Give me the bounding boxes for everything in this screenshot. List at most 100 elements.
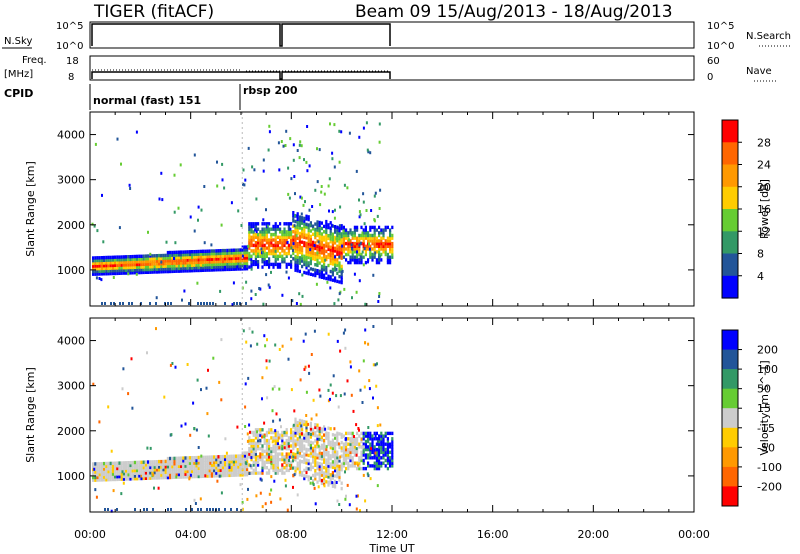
data-cell	[331, 248, 334, 253]
scatter-cell	[287, 442, 290, 446]
fringe-cell	[209, 302, 211, 305]
data-cell	[334, 463, 337, 467]
data-cell	[340, 435, 343, 439]
data-cell	[186, 269, 189, 273]
data-cell	[202, 265, 205, 270]
scatter-cell	[253, 168, 256, 172]
data-cell	[217, 268, 220, 272]
scatter-cell	[299, 195, 302, 199]
data-cell	[160, 476, 163, 480]
data-cell	[279, 227, 282, 231]
data-cell	[272, 460, 275, 464]
data-cell	[351, 258, 354, 262]
data-cell	[276, 444, 279, 448]
data-cell	[353, 228, 356, 232]
scatter-cell	[338, 503, 341, 506]
data-cell	[323, 230, 326, 234]
data-cell	[215, 471, 218, 475]
scatter-cell	[284, 144, 287, 147]
data-cell	[283, 238, 286, 242]
data-cell	[371, 225, 374, 230]
data-cell	[197, 255, 200, 259]
data-cell	[373, 252, 376, 257]
data-cell	[314, 257, 317, 261]
data-cell	[369, 233, 372, 238]
data-cell	[298, 464, 301, 469]
scatter-cell	[315, 282, 318, 286]
data-cell	[364, 431, 367, 436]
data-cell	[367, 447, 370, 452]
data-cell	[263, 438, 266, 443]
data-cell	[296, 461, 299, 465]
data-cell	[175, 256, 178, 260]
nsky-tick-bottom: 10^0	[56, 41, 83, 52]
data-cell	[320, 226, 323, 231]
data-cell	[338, 470, 341, 474]
data-cell	[318, 220, 321, 225]
data-cell	[342, 231, 345, 235]
data-cell	[389, 260, 392, 265]
data-cell	[127, 263, 130, 267]
data-cell	[334, 265, 337, 269]
data-cell	[309, 267, 312, 271]
data-cell	[285, 222, 288, 226]
data-cell	[301, 438, 304, 442]
data-cell	[127, 257, 130, 262]
data-cell	[281, 441, 284, 445]
data-cell	[197, 472, 200, 476]
data-cell	[329, 226, 332, 230]
scatter-cell	[304, 365, 307, 369]
scatter-cell	[280, 140, 283, 143]
data-cell	[169, 475, 172, 480]
freq-trace	[91, 71, 391, 80]
fringe-cell	[155, 302, 157, 305]
data-cell	[122, 266, 125, 270]
data-cell	[325, 447, 328, 451]
data-cell	[384, 228, 387, 232]
data-cell	[235, 465, 238, 469]
scatter-cell	[193, 229, 196, 233]
data-cell	[252, 230, 255, 234]
scatter-cell	[358, 428, 360, 432]
data-cell	[235, 454, 238, 458]
data-cell	[325, 257, 328, 262]
scatter-cell	[265, 230, 268, 234]
colorbar-segment	[722, 330, 738, 351]
data-cell	[362, 450, 365, 454]
scatter-cell	[359, 509, 361, 513]
scatter-cell	[260, 247, 263, 251]
data-cell	[149, 465, 152, 470]
data-cell	[391, 255, 394, 259]
nsky-strip: N.Sky 10^5 10^0 10^5 10^0 N.Search	[2, 21, 791, 52]
data-cell	[265, 227, 268, 231]
data-cell	[353, 258, 356, 262]
data-cell	[384, 250, 387, 254]
data-cell	[334, 276, 337, 280]
data-cell	[122, 472, 125, 476]
data-cell	[331, 278, 334, 282]
data-cell	[309, 465, 312, 469]
data-cell	[268, 241, 271, 245]
data-cell	[336, 431, 339, 435]
scatter-cell	[268, 359, 271, 363]
data-cell	[199, 472, 202, 476]
data-cell	[114, 255, 117, 259]
scatter-cell	[283, 446, 286, 450]
data-cell	[226, 265, 229, 269]
data-cell	[239, 457, 242, 461]
scatter-cell	[295, 234, 298, 238]
data-cell	[347, 231, 350, 235]
scatter-cell	[355, 453, 358, 457]
scatter-cell	[359, 388, 362, 392]
data-cell	[162, 261, 165, 266]
data-cell	[334, 433, 337, 438]
data-cell	[327, 236, 330, 241]
data-cell	[116, 255, 119, 259]
data-cell	[188, 255, 191, 259]
data-cell	[177, 250, 180, 254]
data-cell	[195, 455, 198, 460]
data-cell	[325, 458, 328, 462]
colorbar-tick-label: 200	[757, 344, 778, 357]
scatter-cell	[149, 446, 152, 450]
data-cell	[314, 271, 317, 275]
